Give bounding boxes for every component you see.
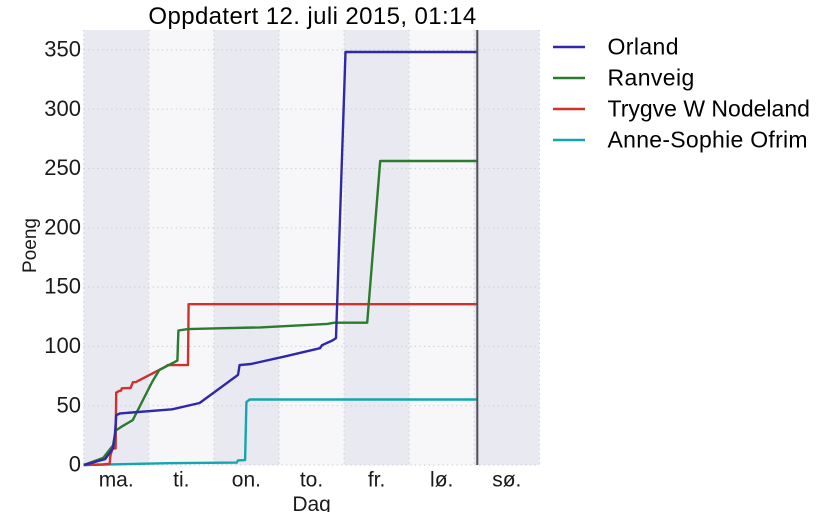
svg-text:to.: to. [300,469,323,492]
svg-text:Orland: Orland [608,33,679,59]
svg-text:lø.: lø. [430,469,453,492]
svg-text:Trygve W Nodeland: Trygve W Nodeland [608,95,810,121]
svg-text:Poeng: Poeng [20,218,41,273]
svg-text:Oppdatert 12. juli 2015, 01:14: Oppdatert 12. juli 2015, 01:14 [148,3,476,30]
svg-text:ti.: ti. [173,469,189,492]
svg-text:Ranveig: Ranveig [608,64,695,90]
svg-text:Dag: Dag [292,493,331,512]
svg-text:ma.: ma. [99,469,134,492]
svg-text:0: 0 [69,452,81,477]
svg-text:sø.: sø. [492,469,521,492]
svg-text:350: 350 [44,37,81,62]
svg-text:fr.: fr. [368,469,386,492]
svg-text:300: 300 [44,96,81,121]
svg-text:100: 100 [44,333,81,358]
svg-text:on.: on. [232,469,261,492]
svg-text:Anne-Sophie Ofrim: Anne-Sophie Ofrim [608,126,808,152]
svg-text:150: 150 [44,274,81,299]
svg-text:250: 250 [44,155,81,180]
svg-text:200: 200 [44,214,81,239]
svg-text:50: 50 [57,392,81,417]
